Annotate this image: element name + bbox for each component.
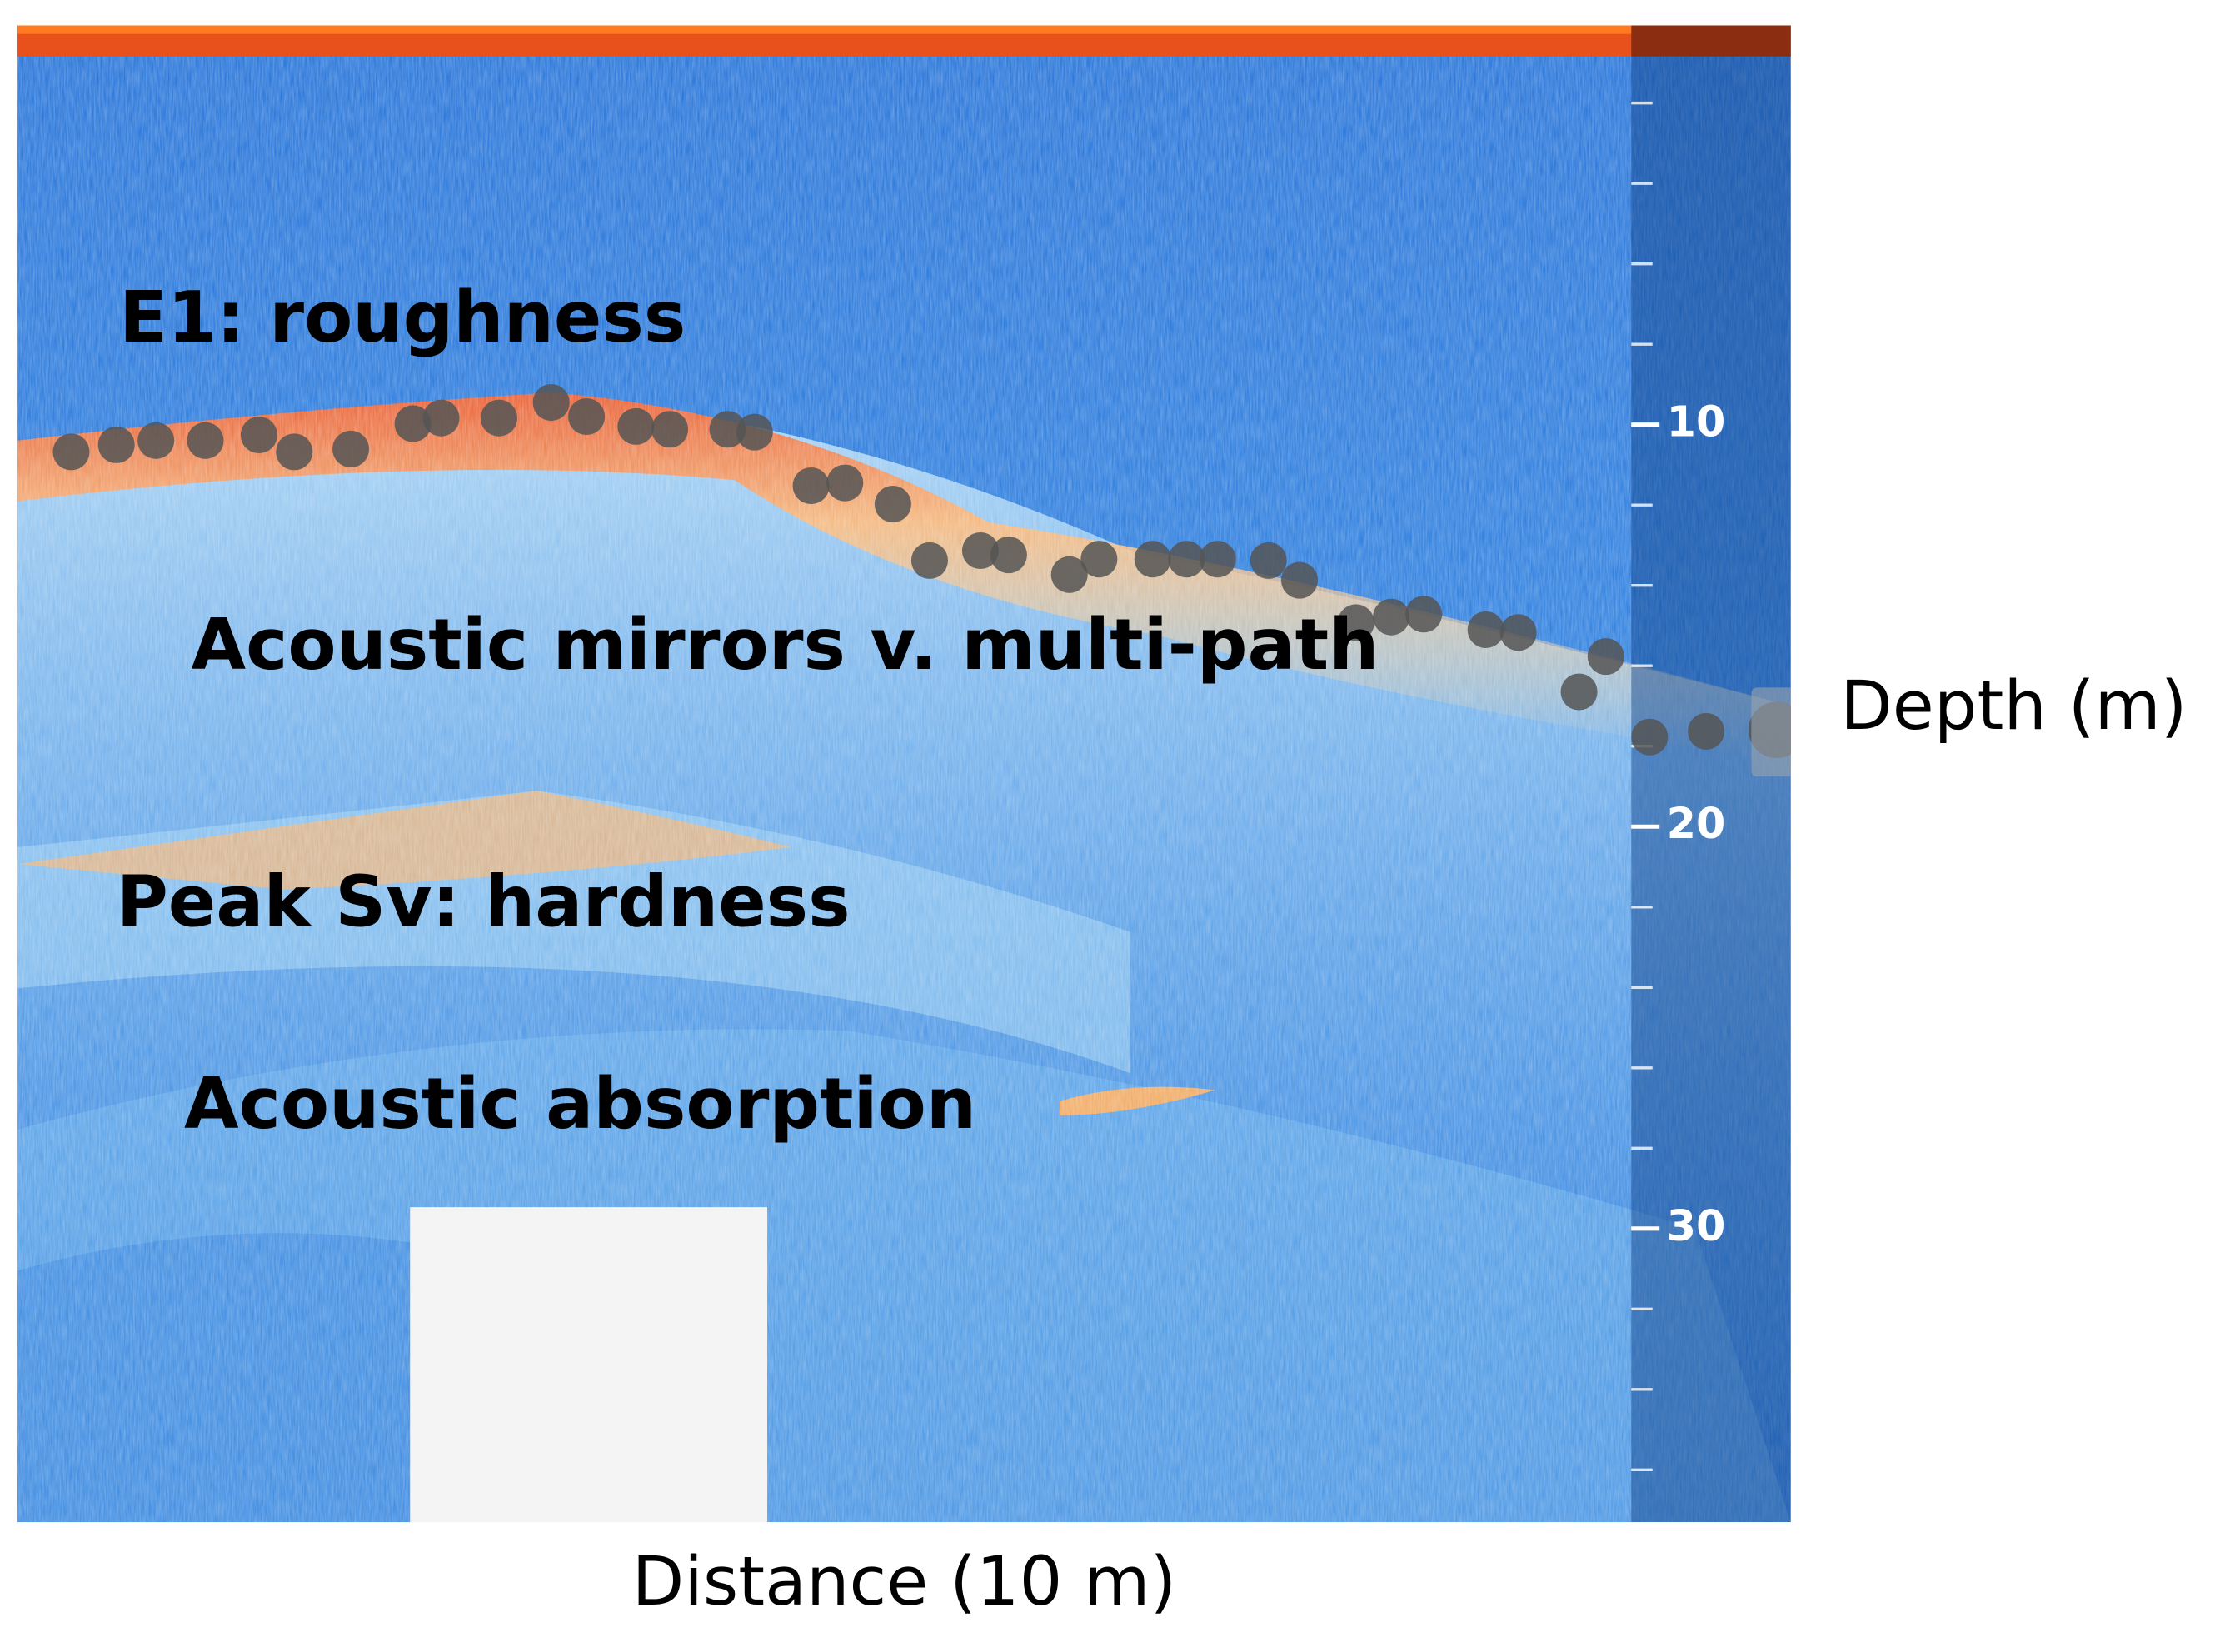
depth-axis: 10 20 30 <box>1631 101 1726 1472</box>
annotation: Acoustic mirrors v. multi-path <box>192 603 1379 686</box>
annotation: Peak Sv: hardness <box>117 861 851 943</box>
y-tick-label: 20 <box>1667 799 1726 848</box>
y-tick-label: 10 <box>1667 397 1726 447</box>
annotation: E1: roughness <box>119 276 686 358</box>
y-axis-label: Depth (m) <box>1840 666 2187 746</box>
x-axis-label: Distance (10 m) <box>632 1542 1177 1621</box>
annotation: Acoustic absorption <box>184 1062 976 1145</box>
echogram: 10 20 30 <box>17 25 1791 1523</box>
y-tick-label: 30 <box>1667 1201 1726 1250</box>
